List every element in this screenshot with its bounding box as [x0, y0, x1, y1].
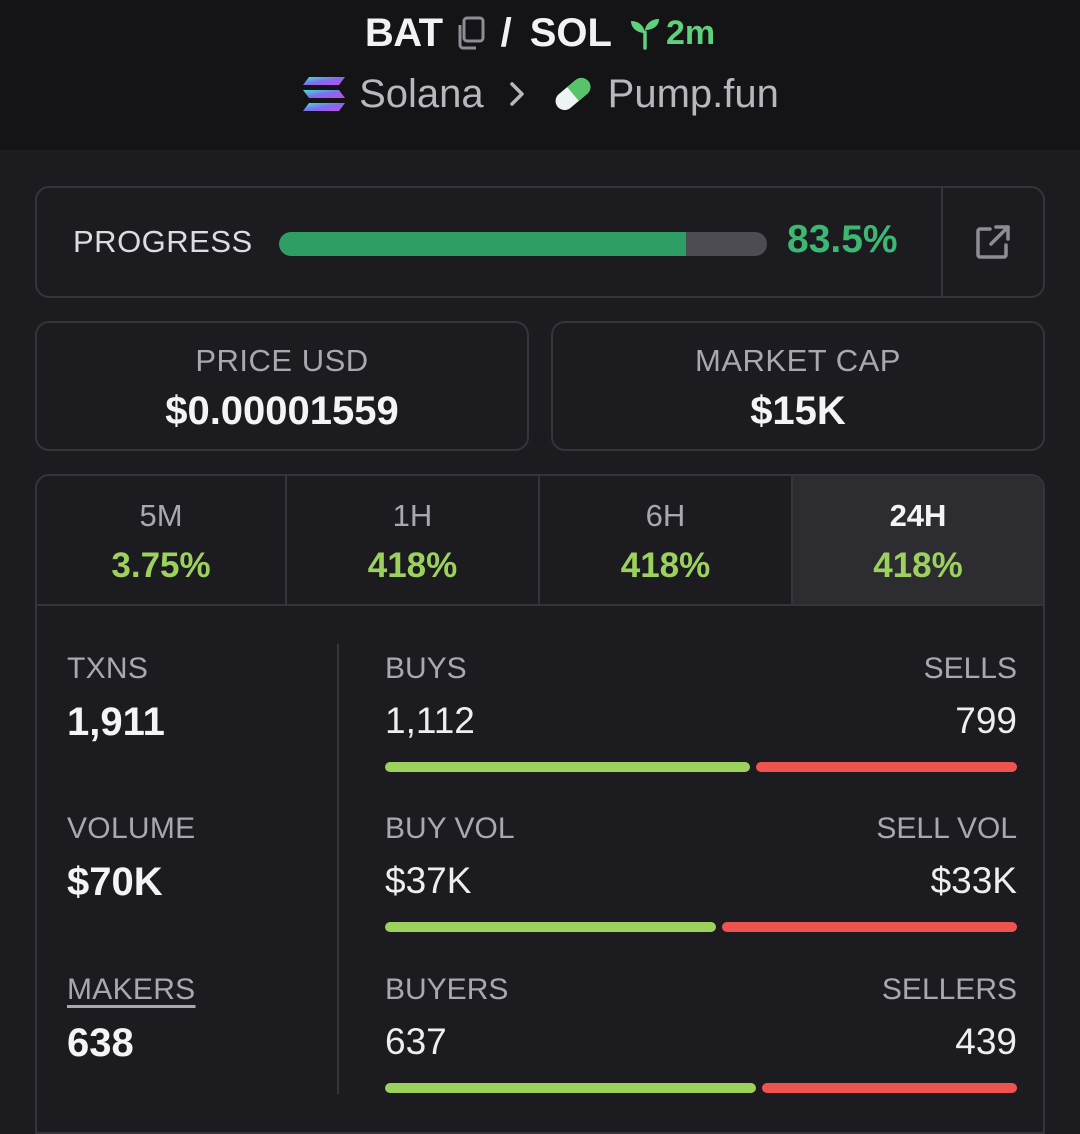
price-usd-value: $0.00001559 [165, 389, 399, 433]
market-cap-label: MARKET CAP [695, 343, 901, 378]
makers-stat: MAKERS 638 [67, 973, 196, 1066]
sell-volume-value: $33K [930, 860, 1017, 901]
sell-volume-label: SELL VOL [876, 812, 1017, 845]
chevron-right-icon [509, 82, 524, 106]
breadcrumb-dex[interactable]: Pump.fun [607, 71, 779, 116]
price-change: 3.75% [111, 546, 211, 585]
external-link-icon [976, 225, 1010, 259]
volume-label: VOLUME [67, 812, 196, 845]
txns-stat: TXNS 1,911 [67, 652, 165, 745]
buys-bar [385, 762, 750, 772]
price-change: 418% [367, 546, 458, 585]
price-usd-card: PRICE USD $0.00001559 [35, 321, 529, 451]
buy-volume-value: $37K [385, 860, 472, 901]
divider [941, 188, 943, 296]
sells-label: SELLS [923, 652, 1017, 685]
market-cap-value: $15K [750, 389, 846, 433]
pair-age: 2m [665, 13, 716, 52]
tab-24h[interactable]: 24H 418% [793, 476, 1043, 606]
base-token-symbol: BAT [364, 10, 443, 55]
breadcrumb: Solana Pump.fun [0, 68, 1080, 120]
buys-label: BUYS [385, 652, 467, 685]
buyers-sellers-split: BUYERS SELLERS 637 439 [385, 973, 1017, 1093]
timeframe-tabs: 5M 3.75% 1H 418% 6H 418% 24H 418% [37, 476, 1043, 606]
buy-volume-bar [385, 922, 716, 932]
sells-bar [755, 762, 1017, 772]
makers-label[interactable]: MAKERS [67, 973, 196, 1006]
price-change: 418% [873, 546, 963, 585]
buyers-label: BUYERS [385, 973, 509, 1006]
breadcrumb-chain[interactable]: Solana [359, 71, 484, 116]
txns-label: TXNS [67, 652, 149, 685]
sellers-bar [762, 1083, 1017, 1093]
tab-label: 6H [645, 498, 686, 533]
txns-value: 1,911 [67, 700, 165, 744]
volume-stat: VOLUME $70K [67, 812, 196, 905]
buyers-value: 637 [385, 1021, 447, 1062]
solana-logo-icon [303, 77, 346, 111]
sell-volume-bar [721, 922, 1017, 932]
divider [337, 644, 339, 1094]
buy-sell-volume-split: BUY VOL SELL VOL $37K $33K [385, 812, 1017, 932]
txn-stats-panel: 5M 3.75% 1H 418% 6H 418% 24H 418% TXNS 1… [35, 474, 1045, 1134]
market-cap-card: MARKET CAP $15K [551, 321, 1045, 451]
buys-sells-split: BUYS SELLS 1,112 799 [385, 652, 1017, 772]
price-usd-label: PRICE USD [195, 343, 369, 378]
open-external-button[interactable] [943, 188, 1043, 296]
sellers-label: SELLERS [881, 973, 1017, 1006]
buyers-sellers-bar [385, 1083, 1017, 1093]
buy-volume-label: BUY VOL [385, 812, 515, 845]
pair-separator: / [500, 10, 512, 55]
quote-token-symbol: SOL [529, 10, 612, 55]
sprout-icon [630, 19, 659, 50]
progress-card: PROGRESS 83.5% [35, 186, 1045, 298]
price-change: 418% [620, 546, 711, 585]
sells-value: 799 [955, 700, 1017, 741]
copy-icon[interactable] [455, 16, 485, 50]
tab-1h[interactable]: 1H 418% [287, 476, 540, 606]
buyers-bar [385, 1083, 757, 1093]
pill-icon [555, 77, 591, 111]
volume-value: $70K [67, 860, 163, 904]
tab-label: 1H [392, 498, 433, 533]
progress-bar-fill [279, 232, 687, 256]
sellers-value: 439 [955, 1021, 1017, 1062]
buys-sells-bar [385, 762, 1017, 772]
progress-bar [279, 232, 767, 256]
tab-6h[interactable]: 6H 418% [540, 476, 793, 606]
progress-percent: 83.5% [787, 218, 898, 261]
pair-title: BAT / SOL 2m [0, 8, 1080, 58]
volume-bar [385, 922, 1017, 932]
pair-age-badge: 2m [628, 14, 715, 53]
tab-label: 24H [889, 498, 947, 533]
makers-value: 638 [67, 1021, 134, 1065]
tab-5m[interactable]: 5M 3.75% [37, 476, 287, 606]
tab-label: 5M [139, 498, 183, 533]
pair-header: BAT / SOL 2m Solana [0, 0, 1080, 150]
buys-value: 1,112 [385, 700, 475, 741]
progress-label: PROGRESS [73, 224, 253, 259]
